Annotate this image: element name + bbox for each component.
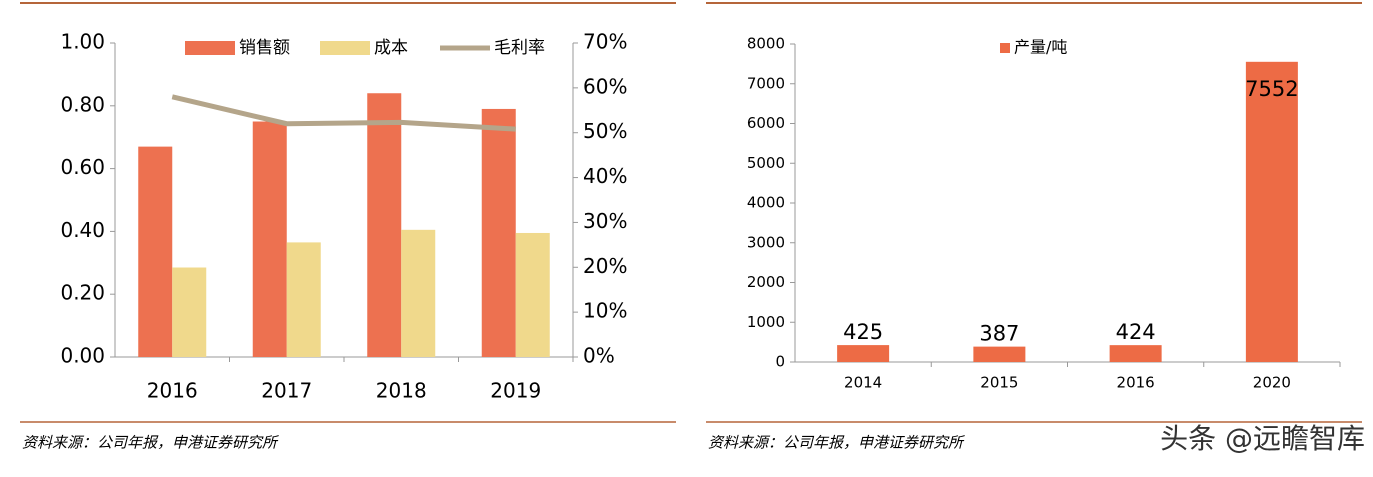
data-label: 424 <box>1116 320 1156 344</box>
y-tick-label: 7000 <box>747 74 785 92</box>
bar <box>367 93 402 358</box>
y-tick-label: 3000 <box>747 233 785 251</box>
watermark: 头条 @远瞻智库 <box>1160 422 1365 455</box>
source-note: 资料来源：公司年报，申港证券研究所 <box>22 434 279 452</box>
data-label: 387 <box>979 322 1019 346</box>
data-label: 425 <box>843 320 883 344</box>
y2-tick-label: 40% <box>583 164 627 188</box>
x-tick-label: 2016 <box>147 379 198 403</box>
y2-tick-label: 70% <box>583 30 627 54</box>
data-label: 7552 <box>1245 77 1298 101</box>
legend-label: 成本 <box>374 38 408 58</box>
y-tick-label: 1.00 <box>60 30 105 54</box>
y-tick-label: 2000 <box>747 273 785 291</box>
bar <box>1109 345 1162 362</box>
bar <box>172 267 207 357</box>
legend-label: 产量/吨 <box>1014 38 1067 57</box>
legend-label: 毛利率 <box>494 38 545 58</box>
y2-tick-label: 0% <box>583 344 615 368</box>
y2-tick-label: 50% <box>583 119 627 143</box>
y2-tick-label: 10% <box>583 299 627 323</box>
x-tick-label: 2017 <box>261 379 312 403</box>
bar <box>515 232 550 357</box>
y-tick-label: 5000 <box>747 154 785 172</box>
bar <box>252 121 287 357</box>
line-series <box>171 94 516 132</box>
x-tick-label: 2014 <box>844 374 882 392</box>
legend-swatch <box>1000 43 1010 53</box>
legend-label: 销售额 <box>239 38 290 58</box>
bar <box>1245 61 1298 363</box>
x-tick-label: 2015 <box>980 374 1018 392</box>
y-tick-label: 0.80 <box>60 92 105 116</box>
y-tick-label: 0.00 <box>60 344 105 368</box>
x-tick-label: 2020 <box>1253 374 1291 392</box>
bar <box>837 345 890 362</box>
y-tick-label: 0.60 <box>60 155 105 179</box>
y-tick-label: 0.40 <box>60 218 105 242</box>
x-tick-label: 2018 <box>376 379 427 403</box>
y-tick-label: 0.20 <box>60 281 105 305</box>
bar <box>481 108 516 357</box>
legend-swatch <box>320 41 370 55</box>
legend-swatch <box>185 41 235 55</box>
bar <box>973 346 1026 362</box>
y-tick-label: 8000 <box>747 35 785 53</box>
y2-tick-label: 30% <box>583 209 627 233</box>
y2-tick-label: 60% <box>583 74 627 98</box>
y-tick-label: 6000 <box>747 114 785 132</box>
bar <box>138 146 173 357</box>
y-tick-label: 0 <box>775 353 785 371</box>
x-tick-label: 2019 <box>490 379 541 403</box>
bar <box>401 229 436 357</box>
source-note: 资料来源：公司年报，申港证券研究所 <box>708 434 965 452</box>
bar <box>286 242 321 357</box>
y-tick-label: 1000 <box>747 313 785 331</box>
y2-tick-label: 20% <box>583 254 627 278</box>
y-tick-label: 4000 <box>747 194 785 212</box>
x-tick-label: 2016 <box>1117 374 1155 392</box>
